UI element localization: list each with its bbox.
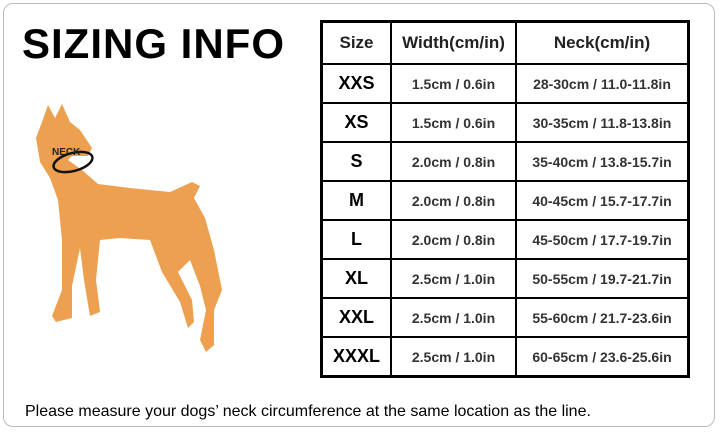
table-cell: 60-65cm / 23.6-25.6in	[515, 336, 690, 378]
table-cell: 30-35cm / 11.8-13.8in	[515, 102, 690, 143]
size-table: Size Width(cm/in) Neck(cm/in) XXS 1.5cm / 0…	[320, 20, 690, 378]
table-row: L 2.0cm / 0.8in 45-50cm / 17.7-19.7in	[320, 219, 690, 260]
table-cell: 55-60cm / 21.7-23.6in	[515, 297, 690, 338]
table-row: XXXL 2.5cm / 1.0in 60-65cm / 23.6-25.6in	[320, 336, 690, 378]
column-header: Width(cm/in)	[390, 20, 517, 65]
table-cell: XXS	[320, 63, 392, 104]
table-row: XXL 2.5cm / 1.0in 55-60cm / 21.7-23.6in	[320, 297, 690, 338]
table-cell: 2.5cm / 1.0in	[390, 336, 517, 378]
table-cell: M	[320, 180, 392, 221]
table-cell: 1.5cm / 0.6in	[390, 63, 517, 104]
table-cell: 35-40cm / 13.8-15.7in	[515, 141, 690, 182]
table-row: XS 1.5cm / 0.6in 30-35cm / 11.8-13.8in	[320, 102, 690, 143]
dog-silhouette	[36, 104, 222, 352]
table-cell: 50-55cm / 19.7-21.7in	[515, 258, 690, 299]
table-cell: XL	[320, 258, 392, 299]
footer-note: Please measure your dogs’ neck circumfer…	[25, 403, 591, 420]
table-cell: 2.5cm / 1.0in	[390, 258, 517, 299]
dog-figure: NECK	[36, 104, 222, 352]
column-header: Size	[320, 20, 392, 65]
header-row: Size Width(cm/in) Neck(cm/in)	[320, 20, 690, 65]
table-cell: S	[320, 141, 392, 182]
table-cell: 2.0cm / 0.8in	[390, 141, 517, 182]
table-body: XXS 1.5cm / 0.6in 28-30cm / 11.0-11.8in XS 1…	[320, 63, 690, 378]
table-cell: XXL	[320, 297, 392, 338]
title: SIZING INFO	[22, 20, 285, 67]
table-cell: 1.5cm / 0.6in	[390, 102, 517, 143]
table-row: XL 2.5cm / 1.0in 50-55cm / 19.7-21.7in	[320, 258, 690, 299]
table-row: M 2.0cm / 0.8in 40-45cm / 15.7-17.7in	[320, 180, 690, 221]
table-cell: 2.5cm / 1.0in	[390, 297, 517, 338]
column-header: Neck(cm/in)	[515, 20, 690, 65]
table-cell: 28-30cm / 11.0-11.8in	[515, 63, 690, 104]
table-cell: 40-45cm / 15.7-17.7in	[515, 180, 690, 221]
table-row: S 2.0cm / 0.8in 35-40cm / 13.8-15.7in	[320, 141, 690, 182]
table-cell: L	[320, 219, 392, 260]
frame	[3, 3, 715, 427]
table-cell: 45-50cm / 17.7-19.7in	[515, 219, 690, 260]
neck-line	[52, 150, 94, 174]
table-cell: XXXL	[320, 336, 392, 378]
table-cell: 2.0cm / 0.8in	[390, 219, 517, 260]
table-cell: 2.0cm / 0.8in	[390, 180, 517, 221]
table-cell: XS	[320, 102, 392, 143]
neck-label: NECK	[52, 147, 81, 158]
table-row: XXS 1.5cm / 0.6in 28-30cm / 11.0-11.8in	[320, 63, 690, 104]
